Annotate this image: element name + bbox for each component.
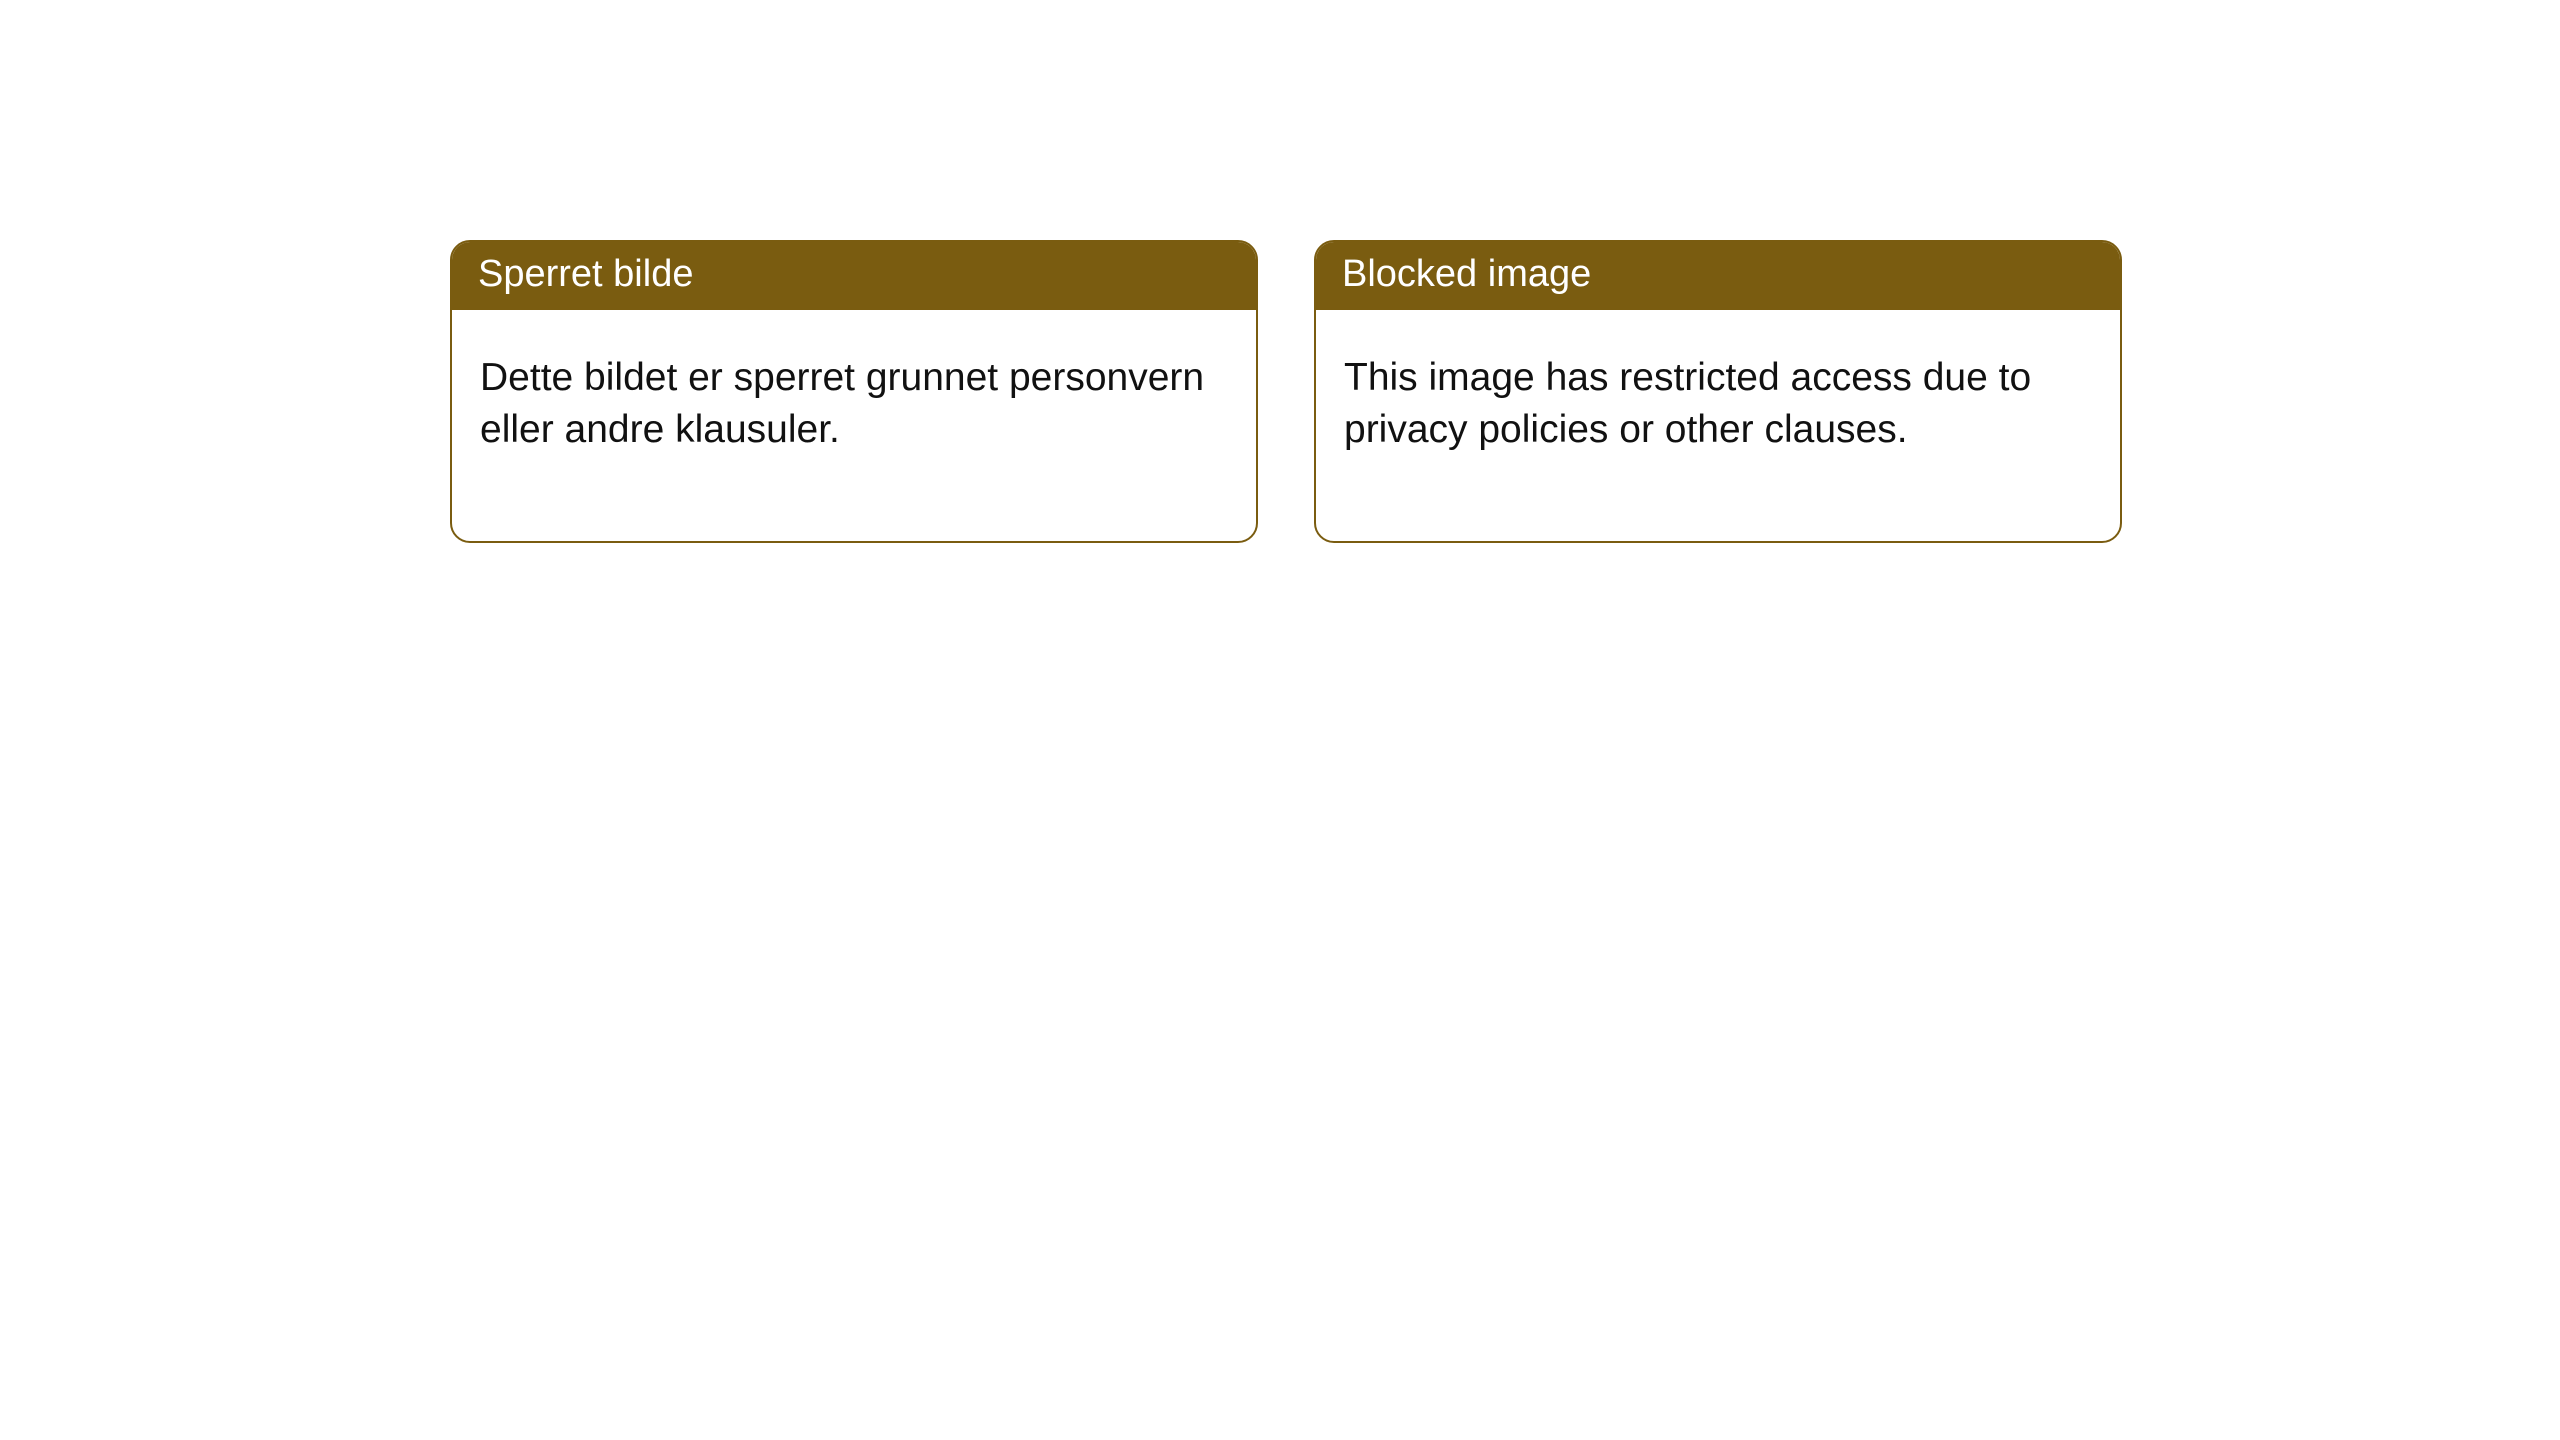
card-header: Blocked image bbox=[1316, 242, 2120, 310]
card-body: This image has restricted access due to … bbox=[1316, 310, 2120, 541]
blocked-image-card-en: Blocked image This image has restricted … bbox=[1314, 240, 2122, 543]
card-title: Sperret bilde bbox=[478, 253, 693, 295]
card-header: Sperret bilde bbox=[452, 242, 1256, 310]
blocked-image-card-no: Sperret bilde Dette bildet er sperret gr… bbox=[450, 240, 1258, 543]
card-body: Dette bildet er sperret grunnet personve… bbox=[452, 310, 1256, 541]
cards-container: Sperret bilde Dette bildet er sperret gr… bbox=[450, 240, 2560, 543]
card-body-text: This image has restricted access due to … bbox=[1344, 356, 2031, 452]
card-body-text: Dette bildet er sperret grunnet personve… bbox=[480, 356, 1204, 452]
card-title: Blocked image bbox=[1342, 253, 1591, 295]
